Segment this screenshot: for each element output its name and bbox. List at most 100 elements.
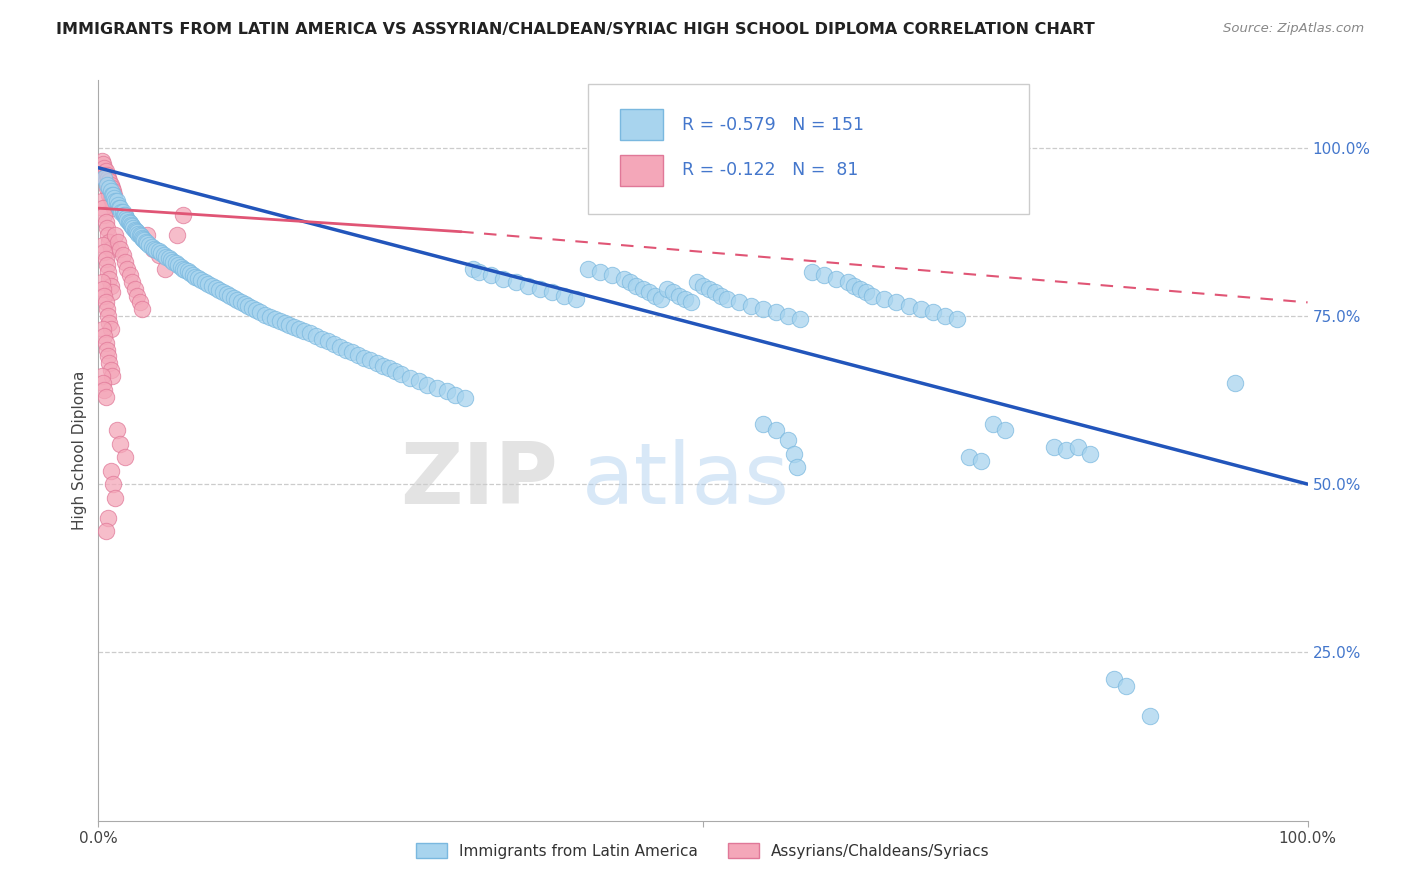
Point xyxy=(172,208,194,222)
Point xyxy=(789,312,811,326)
Point xyxy=(444,387,467,401)
Point xyxy=(335,343,357,357)
Point xyxy=(1078,447,1101,461)
Point xyxy=(98,174,121,188)
Point xyxy=(100,278,122,293)
Point xyxy=(118,216,141,230)
Point xyxy=(219,289,242,303)
Point xyxy=(96,343,118,357)
Point xyxy=(100,369,122,384)
Point xyxy=(148,244,170,259)
Point xyxy=(1115,679,1137,693)
Point xyxy=(371,359,394,373)
Point xyxy=(125,224,148,238)
Point xyxy=(800,265,823,279)
Point xyxy=(98,356,121,370)
Point xyxy=(101,184,124,198)
Point xyxy=(97,228,120,243)
Point xyxy=(94,174,117,188)
Point xyxy=(716,292,738,306)
Point xyxy=(128,295,150,310)
Point xyxy=(910,302,932,317)
Point xyxy=(273,316,295,330)
Point xyxy=(957,450,980,465)
Point xyxy=(668,288,690,302)
Point xyxy=(215,287,238,301)
Point xyxy=(114,255,136,269)
Point xyxy=(93,244,115,259)
Point xyxy=(97,510,120,524)
Point xyxy=(94,164,117,178)
Point xyxy=(613,272,636,286)
Point xyxy=(292,324,315,338)
Point xyxy=(98,181,121,195)
Point xyxy=(776,309,799,323)
Point xyxy=(97,309,120,323)
Point xyxy=(697,282,720,296)
Point xyxy=(91,201,114,215)
Point xyxy=(108,436,131,450)
Point xyxy=(100,362,122,376)
Point xyxy=(112,208,135,222)
Point xyxy=(921,305,943,319)
Point xyxy=(540,285,562,300)
Point xyxy=(765,305,787,319)
Point xyxy=(117,213,139,227)
Point xyxy=(104,194,127,209)
Point xyxy=(184,269,207,284)
Point xyxy=(94,214,117,228)
Y-axis label: High School Diploma: High School Diploma xyxy=(72,371,87,530)
Point xyxy=(100,187,122,202)
Point xyxy=(138,238,160,252)
Point xyxy=(122,221,145,235)
Point xyxy=(463,261,485,276)
Point xyxy=(946,312,969,326)
Point xyxy=(728,295,751,310)
Point xyxy=(165,256,187,270)
Point xyxy=(91,238,114,252)
Point xyxy=(710,288,733,302)
Point xyxy=(529,282,551,296)
Point xyxy=(96,221,118,235)
Point xyxy=(786,460,808,475)
Point xyxy=(366,356,388,370)
Point xyxy=(994,423,1017,437)
Point xyxy=(481,268,503,283)
Point xyxy=(1223,376,1246,391)
Point xyxy=(278,318,301,332)
Point xyxy=(153,261,176,276)
Point xyxy=(93,288,115,302)
Point xyxy=(91,157,114,171)
Point xyxy=(981,417,1004,431)
Point xyxy=(686,275,709,289)
Point xyxy=(91,369,114,384)
Point xyxy=(454,391,477,405)
Point xyxy=(91,376,114,391)
Legend: Immigrants from Latin America, Assyrians/Chaldeans/Syriacs: Immigrants from Latin America, Assyrians… xyxy=(411,837,995,865)
Point xyxy=(93,161,115,175)
Point xyxy=(96,259,118,273)
Point xyxy=(860,288,883,302)
Point xyxy=(131,231,153,245)
Point xyxy=(1042,440,1064,454)
Point xyxy=(98,235,121,249)
Point xyxy=(1102,673,1125,687)
Point xyxy=(135,235,157,249)
Point xyxy=(118,268,141,283)
Point xyxy=(782,447,804,461)
Point xyxy=(837,275,859,289)
Point xyxy=(118,214,141,228)
Point xyxy=(134,234,156,248)
Point xyxy=(229,295,252,310)
Point xyxy=(142,242,165,256)
Point xyxy=(97,170,120,185)
Point xyxy=(505,275,527,289)
Point xyxy=(129,229,152,244)
Point xyxy=(98,272,121,286)
Point xyxy=(492,272,515,286)
Point xyxy=(240,301,263,316)
Point xyxy=(201,279,224,293)
Point xyxy=(172,261,194,276)
Point xyxy=(160,252,183,267)
Point xyxy=(93,208,115,222)
